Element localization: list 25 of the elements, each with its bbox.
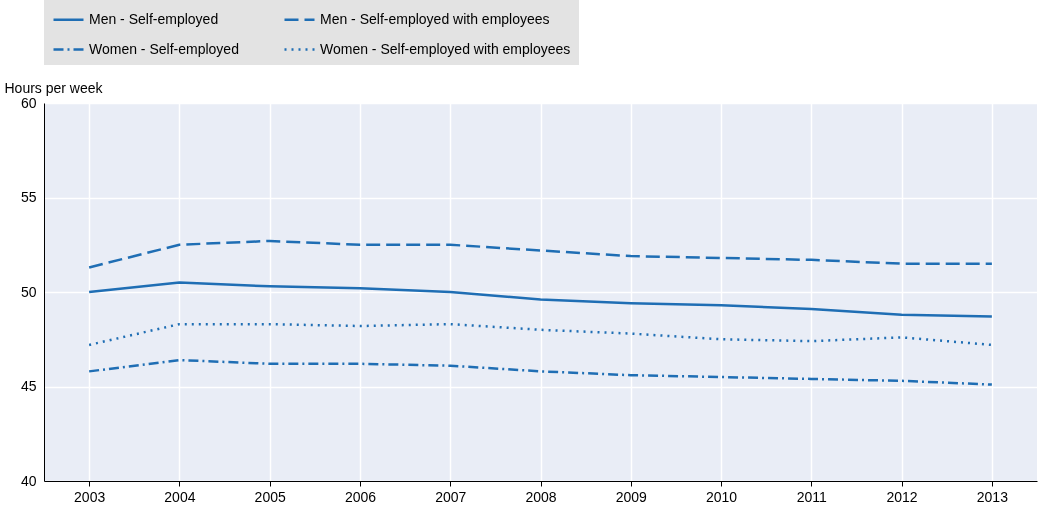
x-tick-label: 2007 [435, 488, 467, 505]
legend-label: Men - Self-employed with employees [320, 10, 550, 27]
line-series [87, 239, 994, 269]
legend-label: Women - Self-employed with employees [320, 40, 571, 57]
legend-label: Men - Self-employed [89, 10, 219, 27]
y-tick-label: 50 [20, 283, 37, 300]
x-tick-label: 2003 [74, 488, 106, 505]
x-tick-label: 2004 [164, 488, 196, 505]
legend-label: Women - Self-employed [89, 40, 239, 57]
x-tick-label: 2011 [796, 488, 828, 505]
x-tick-label: 2009 [615, 488, 648, 505]
x-tick-label: 2008 [525, 488, 557, 505]
y-tick-label: 40 [20, 472, 37, 489]
x-tick-label: 2010 [705, 488, 738, 505]
x-tick-label: 2006 [344, 488, 377, 505]
x-tick-label: 2005 [254, 488, 286, 505]
y-tick-label: 45 [20, 378, 37, 394]
y-tick-label: 55 [20, 189, 37, 205]
line-series [87, 322, 994, 347]
x-tick-label: 2013 [976, 488, 1009, 505]
y-axis-title: Hours per week [4, 79, 104, 96]
line-series [87, 358, 994, 386]
line-series [87, 281, 994, 318]
x-tick-label: 2012 [886, 488, 918, 505]
y-tick-label: 60 [20, 94, 37, 111]
